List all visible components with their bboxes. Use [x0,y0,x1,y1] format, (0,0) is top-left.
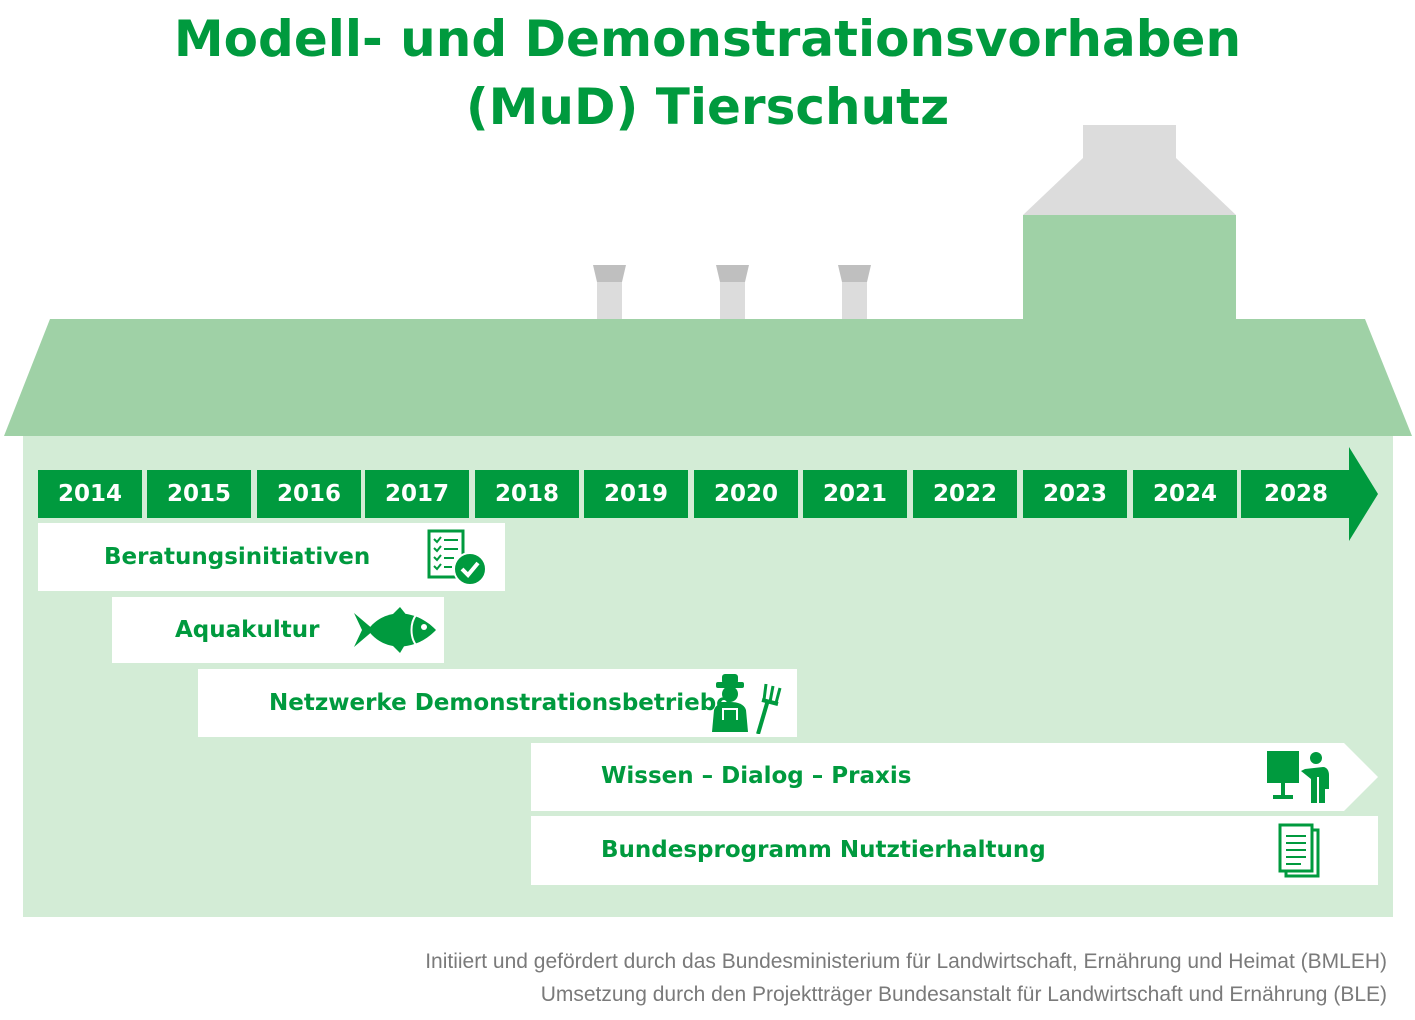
program-arrow-shape [531,743,1378,811]
page-title-line-1: Modell- und Demonstrationsvorhaben [173,10,1242,68]
chimney-3 [838,265,871,319]
footer-funding-note: Initiiert und gefördert durch das Bundes… [425,950,1387,973]
program-bar-aquakultur: Aquakultur [112,597,444,663]
program-bar-bundesprogramm-nutztierhaltung: Bundesprogramm Nutztierhaltung [531,816,1378,885]
year-2018: 2018 [475,470,579,518]
program-label: Bundesprogramm Nutztierhaltung [601,837,1046,863]
presenter-icon [1267,751,1329,803]
program-label: Wissen – Dialog – Praxis [601,763,912,789]
document-icon [1278,823,1320,878]
farmer-icon [712,674,782,734]
program-label: Netzwerke Demonstrationsbetriebe [269,690,732,716]
year-2024: 2024 [1133,470,1237,518]
timeline-arrowhead [1349,447,1378,541]
barn-tower [1023,215,1236,320]
year-2023: 2023 [1023,470,1127,518]
year-2014: 2014 [38,470,142,518]
year-2017: 2017 [365,470,469,518]
page-title-line-2: (MuD) Tierschutz [465,78,950,136]
year-2016: 2016 [257,470,361,518]
program-bar-netzwerke-demonstrationsbetriebe: Netzwerke Demonstrationsbetriebe [198,669,797,737]
year-2028: 2028 [1241,470,1351,518]
chimney-2 [716,265,749,319]
program-label: Aquakultur [175,617,320,643]
chimney-1 [593,265,626,319]
program-bar-wissen-dialog-praxis: Wissen – Dialog – Praxis [531,743,1378,811]
tower-roof [1023,125,1236,215]
year-2015: 2015 [147,470,251,518]
program-label: Beratungsinitiativen [104,544,371,570]
program-bar-beratungsinitiativen: Beratungsinitiativen [38,523,505,591]
fish-icon [354,607,436,653]
year-2022: 2022 [913,470,1017,518]
checklist-icon [427,529,487,586]
footer-implementation-note: Umsetzung durch den Projektträger Bundes… [540,983,1387,1006]
year-2019: 2019 [584,470,688,518]
year-2021: 2021 [803,470,907,518]
barn-roof [4,319,1412,436]
year-2020: 2020 [694,470,798,518]
